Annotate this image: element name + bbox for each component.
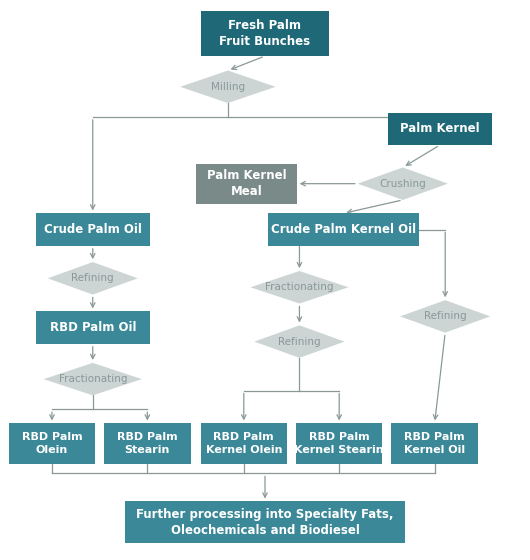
- Polygon shape: [400, 300, 490, 333]
- Polygon shape: [48, 262, 138, 295]
- Text: Fractionating: Fractionating: [58, 374, 127, 384]
- FancyBboxPatch shape: [36, 311, 149, 344]
- Text: Fresh Palm
Fruit Bunches: Fresh Palm Fruit Bunches: [219, 19, 311, 48]
- FancyBboxPatch shape: [200, 423, 287, 464]
- Text: Palm Kernel: Palm Kernel: [400, 122, 480, 136]
- FancyBboxPatch shape: [125, 502, 405, 543]
- FancyBboxPatch shape: [388, 113, 492, 145]
- Polygon shape: [358, 167, 448, 200]
- Text: RBD Palm
Kernel Olein: RBD Palm Kernel Olein: [206, 432, 282, 455]
- Text: Palm Kernel
Meal: Palm Kernel Meal: [207, 169, 286, 198]
- FancyBboxPatch shape: [196, 164, 297, 204]
- FancyBboxPatch shape: [8, 423, 95, 464]
- Text: RBD Palm
Olein: RBD Palm Olein: [22, 432, 82, 455]
- Text: Refining: Refining: [424, 311, 466, 321]
- Text: Fractionating: Fractionating: [265, 282, 334, 292]
- Text: RBD Palm
Kernel Oil: RBD Palm Kernel Oil: [404, 432, 465, 455]
- Text: Refining: Refining: [72, 273, 114, 283]
- FancyBboxPatch shape: [268, 213, 419, 246]
- FancyBboxPatch shape: [391, 423, 478, 464]
- FancyBboxPatch shape: [104, 423, 191, 464]
- FancyBboxPatch shape: [201, 11, 329, 56]
- Text: RBD Palm
Stearin: RBD Palm Stearin: [117, 432, 178, 455]
- FancyBboxPatch shape: [296, 423, 383, 464]
- Text: Crude Palm Kernel Oil: Crude Palm Kernel Oil: [271, 223, 416, 236]
- Text: Refining: Refining: [278, 337, 321, 347]
- Text: Crude Palm Oil: Crude Palm Oil: [44, 223, 142, 236]
- Polygon shape: [43, 363, 142, 395]
- Text: RBD Palm Oil: RBD Palm Oil: [49, 321, 136, 334]
- Polygon shape: [250, 271, 349, 304]
- Text: Crushing: Crushing: [379, 179, 426, 189]
- Polygon shape: [180, 71, 276, 103]
- Text: Milling: Milling: [211, 82, 245, 92]
- FancyBboxPatch shape: [36, 213, 149, 246]
- Polygon shape: [254, 325, 344, 358]
- Text: RBD Palm
Kernel Stearin: RBD Palm Kernel Stearin: [294, 432, 384, 455]
- Text: Further processing into Specialty Fats,
Oleochemicals and Biodiesel: Further processing into Specialty Fats, …: [136, 508, 394, 537]
